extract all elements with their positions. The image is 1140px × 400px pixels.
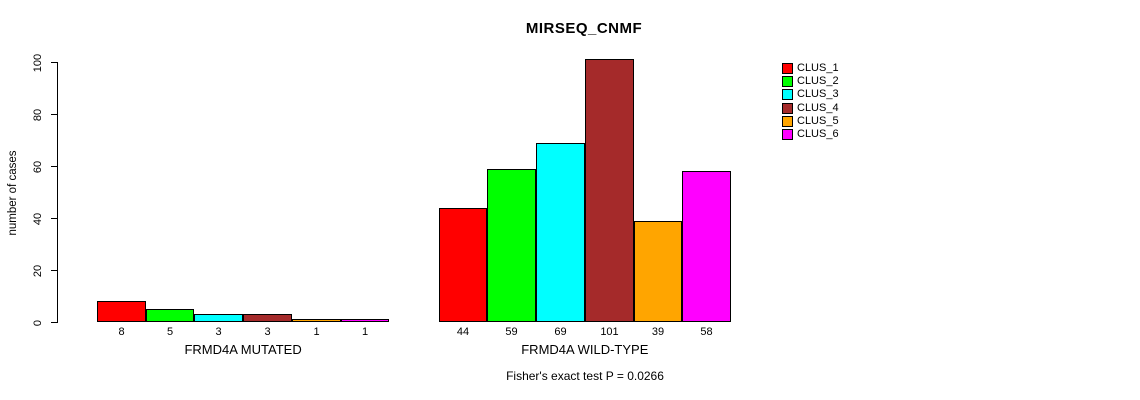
bar-clus_1-mutated — [97, 301, 146, 322]
y-tick-mark — [51, 166, 58, 167]
fisher-test-note: Fisher's exact test P = 0.0266 — [506, 369, 664, 383]
legend-label-clus_6: CLUS_6 — [797, 128, 839, 140]
bar-clus_1-wildtype — [439, 208, 487, 322]
y-tick-label: 0 — [32, 319, 44, 326]
legend-label-clus_1: CLUS_1 — [797, 62, 839, 74]
y-tick-label: 20 — [32, 264, 44, 277]
bar-clus_6-mutated — [341, 319, 389, 322]
y-tick-label: 40 — [32, 212, 44, 225]
bar-clus_3-wildtype — [536, 143, 585, 322]
legend-label-clus_2: CLUS_2 — [797, 75, 839, 88]
bar-value-label: 44 — [456, 326, 470, 338]
y-tick-mark — [51, 270, 58, 271]
group-label-wildtype: FRMD4A WILD-TYPE — [521, 342, 649, 357]
y-tick-label: 80 — [32, 108, 44, 121]
chart-title: MIRSEQ_CNMF — [525, 20, 643, 37]
y-axis-line — [57, 62, 58, 323]
y-tick-mark — [51, 218, 58, 219]
bar-clus_3-mutated — [194, 314, 243, 322]
legend-label-clus_5: CLUS_5 — [797, 114, 839, 127]
y-tick-mark — [51, 322, 58, 323]
bar-clus_4-wildtype — [585, 59, 634, 322]
bar-clus_6-wildtype — [682, 171, 731, 322]
bar-clus_4-mutated — [243, 314, 292, 322]
bar-value-label: 1 — [361, 326, 369, 338]
bar-clus_2-wildtype — [487, 169, 536, 322]
y-tick-mark — [51, 62, 58, 63]
bar-value-label: 59 — [505, 326, 518, 338]
bar-value-label: 69 — [554, 326, 567, 338]
legend-swatch-clus_1 — [782, 63, 793, 74]
bar-clus_5-mutated — [292, 319, 341, 322]
y-tick-label: 100 — [32, 53, 44, 72]
legend-swatch-clus_5 — [782, 115, 793, 127]
bar-value-label: 3 — [264, 326, 271, 338]
y-tick-mark — [51, 114, 58, 115]
bar-value-label: 8 — [118, 326, 125, 338]
group-label-mutated: FRMD4A MUTATED — [184, 342, 302, 357]
legend-label-clus_3: CLUS_3 — [797, 88, 839, 101]
bar-value-label: 39 — [651, 326, 665, 338]
bar-value-label: 1 — [313, 326, 320, 338]
bar-value-label: 3 — [215, 326, 222, 338]
legend-swatch-clus_4 — [782, 102, 793, 114]
legend-label-clus_4: CLUS_4 — [797, 101, 839, 114]
bar-value-label: 101 — [600, 326, 619, 338]
bar-value-label: 5 — [166, 326, 174, 338]
legend-swatch-clus_2 — [782, 76, 793, 88]
bar-value-label: 58 — [700, 326, 713, 338]
bar-clus_5-wildtype — [634, 221, 682, 322]
bar-clus_2-mutated — [146, 309, 194, 322]
y-tick-label: 60 — [32, 160, 44, 173]
legend-swatch-clus_6 — [782, 129, 793, 140]
legend-swatch-clus_3 — [782, 89, 793, 101]
y-axis-label: number of cases — [7, 150, 19, 236]
